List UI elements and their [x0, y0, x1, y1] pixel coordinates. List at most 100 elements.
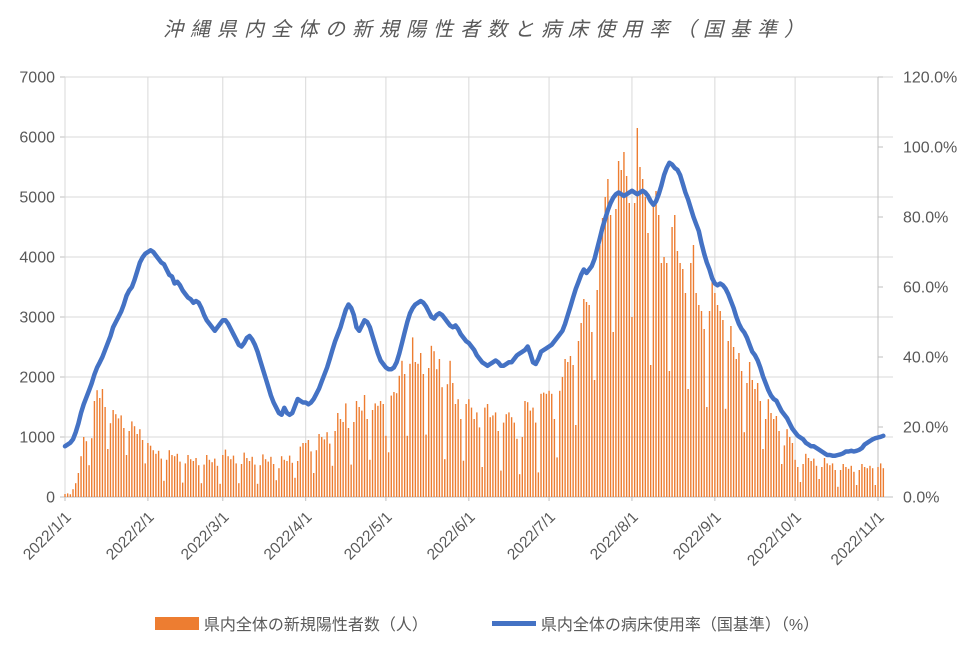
case-bar [165, 459, 168, 497]
case-bar [147, 443, 149, 497]
case-bar [561, 377, 564, 497]
left-axis-tick-label: 7000 [19, 70, 55, 87]
case-bar [489, 417, 491, 497]
case-bar [794, 459, 796, 497]
left-axis-tick-label: 4000 [19, 250, 55, 267]
case-bar [66, 493, 69, 497]
case-bar [543, 392, 545, 497]
case-bar [123, 428, 125, 497]
case-bar [222, 455, 224, 497]
case-bar [722, 320, 724, 497]
case-bar [719, 311, 721, 497]
case-bar [157, 450, 160, 497]
case-bar [871, 468, 874, 497]
case-bar [248, 461, 251, 497]
case-bar [620, 170, 622, 497]
case-bar [149, 445, 152, 497]
case-bar [171, 455, 173, 497]
case-bar [296, 461, 299, 497]
case-bar [743, 432, 745, 497]
case-bar [181, 482, 184, 497]
case-bar [152, 450, 154, 497]
case-bar [80, 456, 82, 497]
case-bar [660, 263, 663, 497]
case-bar [198, 465, 200, 497]
case-bar [406, 435, 409, 497]
case-bar [799, 482, 802, 497]
case-bar [307, 440, 310, 497]
case-bar [850, 465, 852, 497]
x-axis-tick-label: 2022/11/1 [828, 509, 888, 569]
case-bar [93, 401, 96, 497]
case-bar [548, 390, 550, 497]
case-bar [494, 412, 497, 497]
case-bar [807, 458, 810, 497]
case-bar [577, 341, 580, 497]
case-bar [208, 459, 211, 497]
x-axis-tick-label: 2022/6/1 [424, 509, 479, 564]
case-bar [649, 365, 652, 497]
case-bar [551, 393, 553, 497]
case-bar [874, 485, 877, 497]
case-bar [302, 443, 304, 497]
case-bar [671, 227, 673, 497]
case-bar [559, 390, 561, 497]
case-bar [112, 410, 114, 497]
case-bar [786, 429, 788, 497]
case-bar [599, 245, 601, 497]
case-bar [532, 407, 534, 497]
case-bar [192, 461, 195, 497]
case-bar [861, 464, 863, 497]
case-bar [115, 414, 117, 497]
case-bar [711, 281, 713, 497]
case-bar [764, 419, 767, 497]
case-bar [877, 467, 879, 497]
x-axis-tick-label: 2022/2/1 [103, 509, 158, 564]
case-bar [684, 293, 687, 497]
case-bar [358, 407, 360, 497]
case-bar [858, 470, 860, 497]
case-bar [294, 477, 296, 497]
case-bar [647, 233, 649, 497]
case-bar [679, 263, 681, 497]
case-bar [540, 393, 542, 497]
case-bar [345, 403, 347, 497]
case-bar [708, 311, 711, 497]
case-bar [682, 269, 684, 497]
x-axis-tick-label: 2022/1/1 [20, 509, 75, 564]
case-bar [465, 404, 467, 497]
case-bar [334, 431, 336, 497]
case-bar [486, 404, 489, 497]
case-bar [286, 461, 288, 497]
case-bar [740, 371, 743, 497]
case-bar [88, 465, 90, 497]
case-bar [762, 449, 764, 497]
case-bar [128, 431, 130, 497]
case-bar [818, 479, 820, 497]
case-bar [238, 483, 240, 497]
case-bar [75, 483, 77, 497]
right-axis-tick-label: 60.0% [903, 280, 948, 297]
case-bar [655, 191, 657, 497]
case-bar [195, 458, 197, 497]
right-axis-tick-label: 0.0% [903, 490, 939, 507]
case-bar [553, 419, 556, 497]
case-bar [775, 416, 778, 497]
case-bar [658, 215, 660, 497]
case-bar [355, 401, 358, 497]
case-bar [382, 404, 384, 497]
case-bar [492, 415, 494, 497]
case-bar [409, 363, 411, 497]
case-bar [502, 422, 505, 497]
case-bar [746, 383, 748, 497]
case-bar [633, 203, 636, 497]
case-bar [189, 459, 192, 497]
case-bar [759, 401, 762, 497]
case-bar [668, 371, 671, 497]
case-bar [395, 393, 398, 497]
chart-legend: 県内全体の新規陽性者数（人） 県内全体の病床使用率（国基準）（%） [0, 611, 974, 635]
case-bar [361, 410, 363, 497]
case-bar [291, 462, 294, 497]
case-bar [288, 455, 291, 497]
